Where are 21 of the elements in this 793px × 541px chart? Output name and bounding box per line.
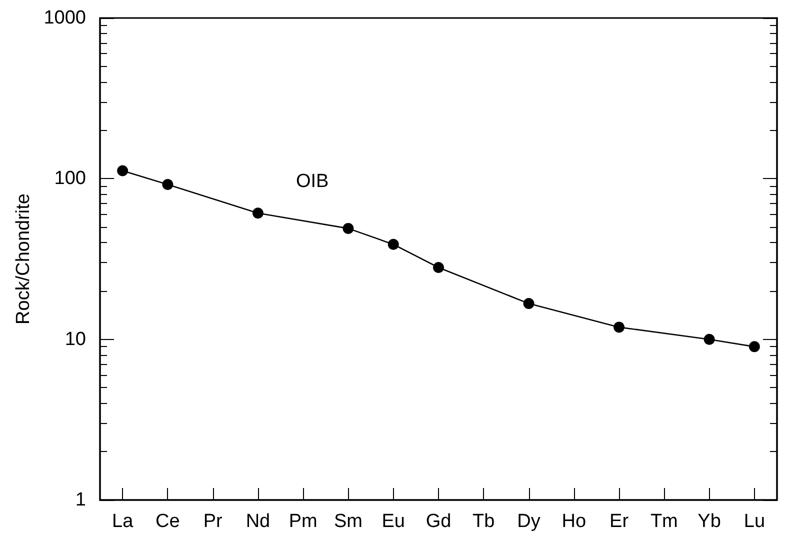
x-tick-label: Ce [156,511,180,532]
x-tick-label: La [112,511,134,532]
y-tick-label: 1 [75,490,86,510]
x-tick-label: Er [610,511,630,532]
x-tick-label: Tm [650,511,678,532]
y-tick-label: 10 [64,328,86,350]
x-tick-label: Lu [744,511,766,532]
y-tick-label: 100 [54,168,86,190]
x-tick-label: Dy [517,511,541,532]
annotation: OIB [296,171,329,192]
x-tick-label: Gd [426,511,452,532]
x-tick-label: Ho [562,511,586,532]
y-axis-title: Rock/Chondrite [12,194,34,324]
x-tick-label: Eu [382,511,405,532]
x-tick-label: Yb [698,511,721,532]
x-tick-label: Sm [334,511,362,532]
x-tick-label: Pm [288,511,318,532]
x-tick-label: Pr [203,511,224,532]
y-tick-label: 1000 [44,8,86,28]
x-tick-label: Nd [246,511,270,532]
x-tick-label: Tb [472,511,495,532]
